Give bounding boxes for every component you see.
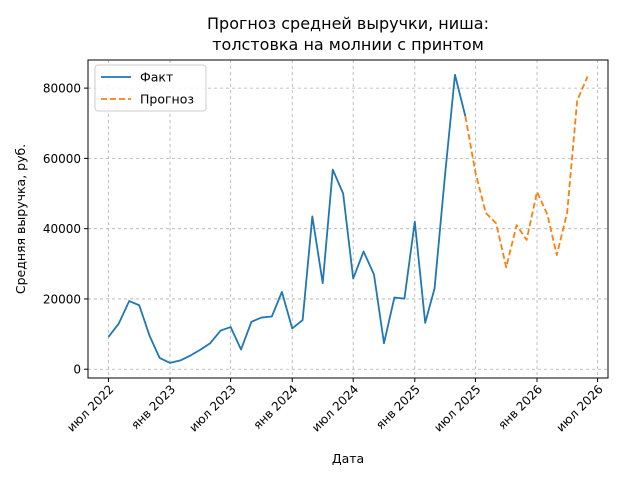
legend-label-fact: Факт [140, 70, 173, 85]
y-tick-label: 40000 [43, 222, 81, 236]
series-line-forecast [464, 76, 589, 269]
series-layer [107, 73, 589, 364]
y-axis: 0 20000 40000 60000 80000 [43, 82, 88, 377]
y-tick-label: 0 [73, 363, 81, 377]
chart-title-line-1: Прогноз средней выручки, ниша: [207, 14, 489, 33]
series-line-fact [107, 73, 467, 364]
plot-frame [87, 59, 609, 379]
chart-title-line-2: толстовка на молнии с принтом [212, 35, 484, 54]
y-axis-label: Средняя выручка, руб. [13, 144, 28, 294]
legend: Факт Прогноз [94, 64, 207, 112]
y-tick-label: 80000 [43, 82, 81, 96]
y-tick-label: 60000 [43, 152, 81, 166]
legend-label-forecast: Прогноз [140, 92, 194, 107]
x-axis-label: Дата [332, 451, 364, 466]
y-tick-label: 20000 [43, 292, 81, 306]
